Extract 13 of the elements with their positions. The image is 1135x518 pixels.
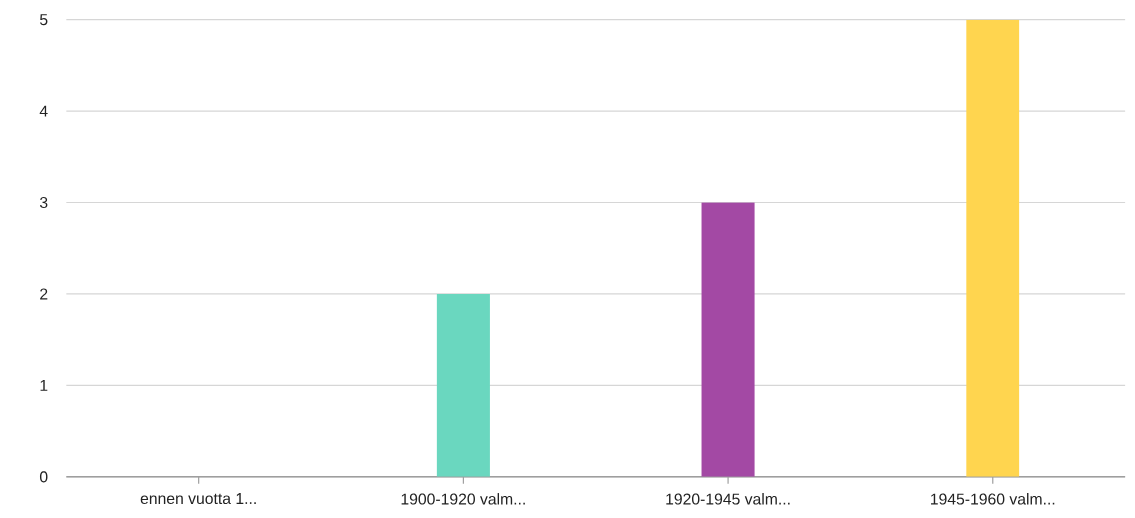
x-tick-label: 1920-1945 valm... [666, 493, 790, 505]
y-tick-label: 2 [40, 288, 48, 300]
y-tick-label: 4 [39, 105, 48, 117]
bar [701, 202, 755, 477]
x-tick-label: 1900-1920 valm... [401, 493, 525, 505]
x-tick-label: 1945-1960 valm... [931, 493, 1055, 505]
y-tick-label: 0 [39, 471, 48, 483]
y-tick-label: 1 [40, 379, 48, 391]
y-tick-label: 5 [39, 14, 48, 26]
x-tick-label: ennen vuotta 1... [140, 493, 256, 504]
y-tick-label: 3 [39, 196, 48, 209]
bar [436, 293, 490, 477]
bar [966, 19, 1020, 477]
